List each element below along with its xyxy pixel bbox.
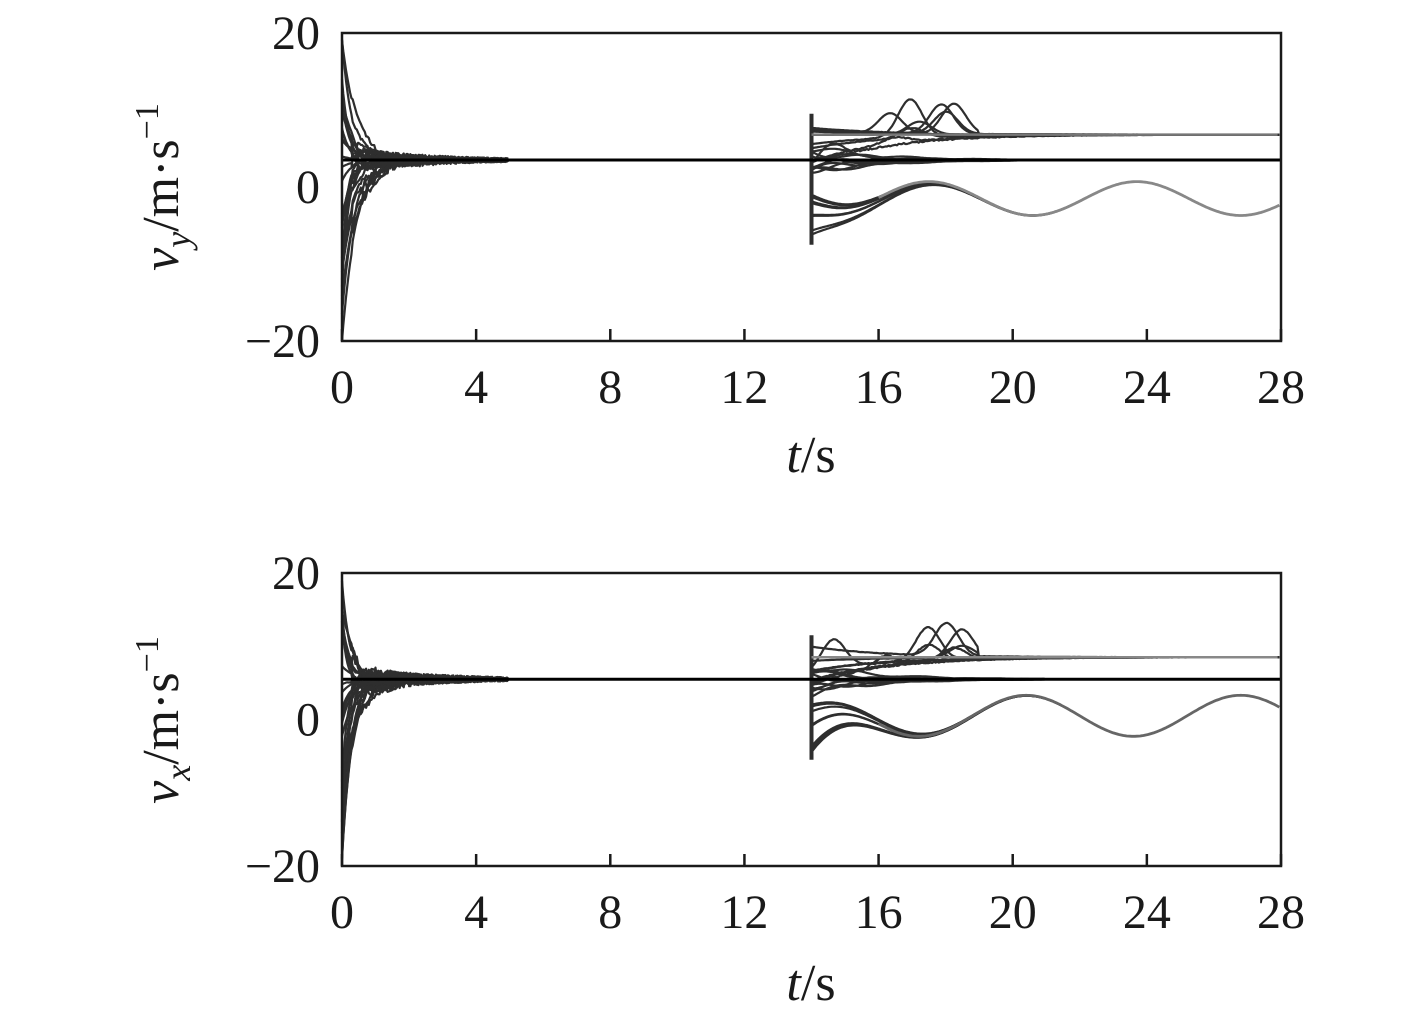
vx-series-group xyxy=(340,581,1281,860)
vy-agent-trajectory xyxy=(340,156,509,261)
vy-plot-frame xyxy=(340,31,1283,343)
vx-x-tick-label: 28 xyxy=(1257,886,1305,939)
vy-x-tick-label: 24 xyxy=(1123,361,1171,414)
vx-y-tick-label: 0 xyxy=(296,694,320,747)
vx-y-tick-label: −20 xyxy=(245,840,320,893)
vx-y-tick-label: 20 xyxy=(272,547,320,600)
vx-agent-trajectory xyxy=(340,672,510,834)
vy-x-axis-title: t/s xyxy=(786,427,835,484)
vx-agent-trajectory xyxy=(811,626,1280,673)
vx-agent-trajectory xyxy=(811,628,1280,672)
vy-x-tick-label: 20 xyxy=(989,361,1037,414)
vy-y-axis-title: vy/m·s−1 xyxy=(129,103,198,271)
vy-wave-target-line xyxy=(877,180,1280,217)
vy-agent-trajectory xyxy=(340,155,509,258)
vy-agent-trajectory xyxy=(811,182,1009,217)
vx-x-tick-label: 8 xyxy=(598,886,622,939)
vx-x-tick-label: 12 xyxy=(720,886,768,939)
vy-agent-trajectory xyxy=(811,98,1280,146)
vy-agent-trajectory xyxy=(340,156,509,300)
vy-x-tick-label: 4 xyxy=(464,361,488,414)
vy-x-tick-label: 8 xyxy=(598,361,622,414)
vy-agent-trajectory xyxy=(340,39,510,165)
vx-y-axis-title: vx/m·s−1 xyxy=(129,636,198,804)
vy-agent-trajectory xyxy=(811,110,1280,136)
vx-x-tick-label: 0 xyxy=(330,886,354,939)
vx-x-tick-label: 20 xyxy=(989,886,1037,939)
vx-agent-trajectory xyxy=(340,673,509,718)
vy-x-tick-label: 0 xyxy=(330,361,354,414)
vy-x-tick-label: 28 xyxy=(1257,361,1305,414)
vx-ticks xyxy=(340,854,1283,866)
vx-wave-target-line xyxy=(877,693,1280,738)
vx-x-tick-label: 24 xyxy=(1123,886,1171,939)
vx-x-axis-title: t/s xyxy=(786,955,835,1012)
vx-x-tick-label: 16 xyxy=(855,886,903,939)
vy-x-tick-label: 16 xyxy=(855,361,903,414)
vy-agent-trajectory xyxy=(340,154,509,273)
vx-plot-frame xyxy=(340,571,1283,868)
vx-agent-trajectory xyxy=(340,674,510,821)
vy-y-tick-label: −20 xyxy=(245,315,320,368)
vx-agent-trajectory xyxy=(810,694,1057,737)
vy-agent-trajectory xyxy=(811,183,1059,236)
vx-agent-trajectory xyxy=(811,621,1280,659)
vy-ticks xyxy=(340,329,1283,341)
vy-y-tick-label: 20 xyxy=(272,7,320,60)
vy-x-tick-label: 12 xyxy=(720,361,768,414)
vx-agent-trajectory xyxy=(810,694,1064,750)
vy-y-tick-label: 0 xyxy=(296,161,320,214)
vy-series-group xyxy=(340,39,1281,342)
vy-agent-trajectory xyxy=(811,103,1280,136)
vy-agent-trajectory xyxy=(340,153,510,280)
vy-agent-trajectory xyxy=(340,40,510,164)
vx-x-tick-label: 4 xyxy=(464,886,488,939)
